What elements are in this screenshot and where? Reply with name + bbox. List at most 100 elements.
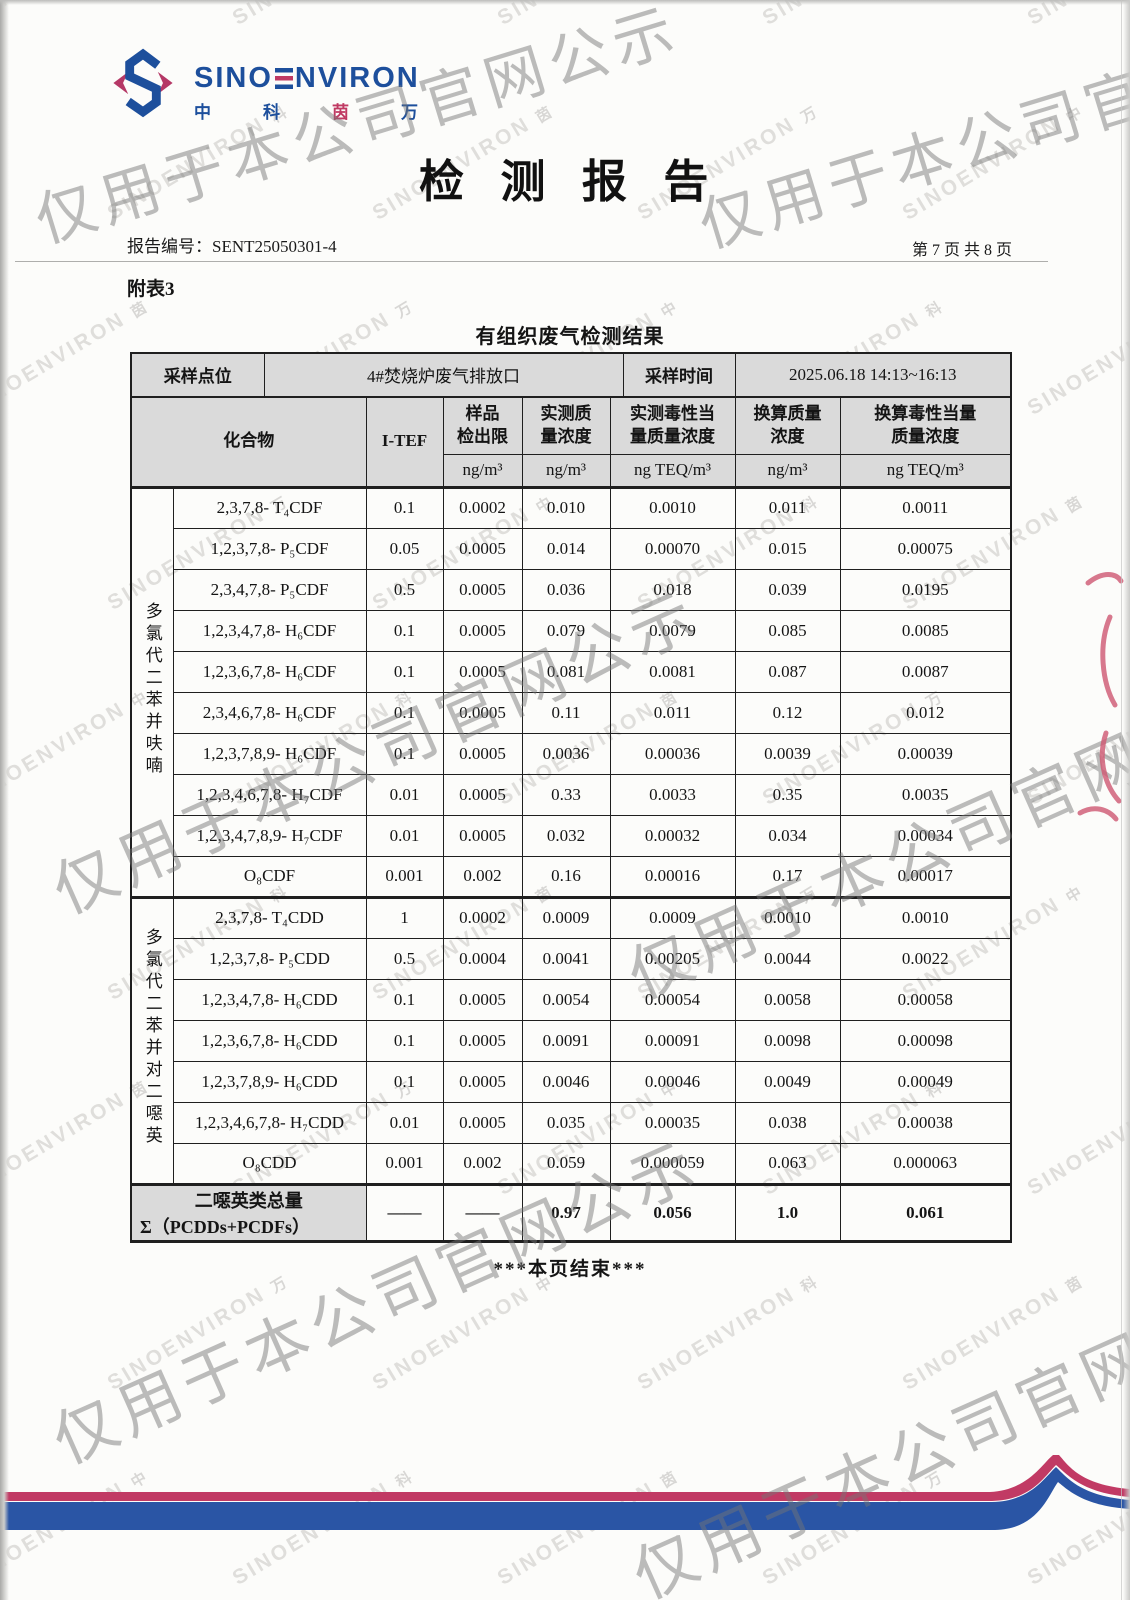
table-row: 2,3,4,6,7,8- H₆CDF 0.1 0.0005 0.11 0.011 0.12… <box>131 691 1012 734</box>
table-row: 1,2,3,4,7,8- H₆CDD 0.1 0.0005 0.0054 0.00054… <box>131 978 1012 1021</box>
table-row: 1,2,3,6,7,8- H₆CDD 0.1 0.0005 0.0091 0.00091… <box>131 1019 1012 1062</box>
value-cell: 0.063 <box>734 1142 841 1185</box>
scan-edge-left <box>0 0 9 1600</box>
footer-wave-decoration <box>0 1455 1130 1530</box>
value-cell: 0.015 <box>734 527 841 570</box>
value-cell: 0.0091 <box>521 1019 611 1062</box>
value-cell: 0.01 <box>365 814 444 857</box>
page-title: 检 测 报 告 <box>419 157 721 207</box>
col-header-measured: 实测质 量浓度 <box>521 396 611 455</box>
value-cell: 0.0005 <box>442 527 523 570</box>
value-cell: 0.0010 <box>734 895 841 939</box>
brand-cn-char: 中 <box>194 103 211 122</box>
value-cell: 0.00038 <box>839 1101 1012 1144</box>
compound-name: 1,2,3,4,6,7,8- H₇CDF <box>172 773 367 816</box>
value-cell: 0.011 <box>734 485 841 529</box>
sampling-time-value: 2025.06.18 14:13~16:13 <box>734 352 1012 397</box>
value-cell: 0.0005 <box>442 978 523 1021</box>
col-header-measured-teq: 实测毒性当 量质量浓度 <box>609 396 736 455</box>
value-cell: 0.0009 <box>521 895 611 939</box>
value-cell: 0.0033 <box>609 773 736 816</box>
value-cell: 0.12 <box>734 691 841 734</box>
value-cell: 0.00016 <box>609 855 736 898</box>
value-cell: 0.0005 <box>442 650 523 693</box>
value-cell: 0.16 <box>521 855 611 898</box>
value-cell: 0.014 <box>521 527 611 570</box>
value-cell: 0.00039 <box>839 732 1012 775</box>
brand-cn-char: 万 <box>401 103 418 122</box>
logo-s-diamond-icon <box>113 48 173 118</box>
value-cell: 0.00046 <box>609 1060 736 1103</box>
compound-name: 2,3,7,8- T₄CDD <box>172 895 367 939</box>
table-title: 有组织废气检测结果 <box>475 326 665 348</box>
col-header-itef: I-TEF <box>365 396 444 488</box>
unit-measured-teq: ng TEQ/m³ <box>609 453 736 488</box>
value-cell: 0.1 <box>365 1019 444 1062</box>
company-logo: SINO NVIRON 中 科 茵 万 <box>106 46 420 123</box>
value-cell: 0.0005 <box>442 691 523 734</box>
value-cell: 0.1 <box>365 485 444 529</box>
value-cell: 0.0054 <box>521 978 611 1021</box>
brand-cn-char: 科 <box>263 103 280 122</box>
value-cell: 0.0085 <box>839 609 1012 652</box>
value-cell: 0.0005 <box>442 814 523 857</box>
value-cell: 0.01 <box>365 773 444 816</box>
value-cell: 0.0022 <box>839 937 1012 980</box>
value-cell: 0.1 <box>365 609 444 652</box>
value-cell: 0.0035 <box>839 773 1012 816</box>
value-cell: 0.035 <box>521 1101 611 1144</box>
value-cell: 0.00091 <box>609 1019 736 1062</box>
total-value-cell: —— <box>442 1182 523 1242</box>
value-cell: 0.0046 <box>521 1060 611 1103</box>
brand-name-chinese: 中 科 茵 万 <box>194 98 418 123</box>
value-cell: 0.059 <box>521 1142 611 1185</box>
sampling-point-value: 4#焚烧炉废气排放口 <box>263 352 624 397</box>
compound-name: O₈CDD <box>172 1142 367 1185</box>
units-row: ng/m³ ng/m³ ng TEQ/m³ ng/m³ ng TEQ/m³ <box>131 453 1012 488</box>
value-cell: 0.038 <box>734 1101 841 1144</box>
value-cell: 0.000059 <box>609 1142 736 1185</box>
table-row: 1,2,3,4,6,7,8- H₇CDD 0.01 0.0005 0.035 0.000… <box>131 1101 1012 1144</box>
value-cell: 0.0005 <box>442 773 523 816</box>
total-label-line1: 二噁英类总量 <box>194 1190 303 1211</box>
value-cell: 0.000063 <box>839 1142 1012 1185</box>
total-value-cell: 0.97 <box>521 1182 611 1242</box>
value-cell: 0.17 <box>734 855 841 898</box>
value-cell: 0.00058 <box>839 978 1012 1021</box>
value-cell: 0.0002 <box>442 895 523 939</box>
value-cell: 0.1 <box>365 978 444 1021</box>
unit-limit: ng/m³ <box>442 453 523 488</box>
value-cell: 0.0004 <box>442 937 523 980</box>
value-cell: 0.0098 <box>734 1019 841 1062</box>
total-label-line2: Σ（PCDDs+PCDFs） <box>140 1216 311 1237</box>
report-number-value: SENT25050301-4 <box>212 237 337 256</box>
value-cell: 0.039 <box>734 568 841 611</box>
table-row: 1,2,3,6,7,8- H₆CDF 0.1 0.0005 0.081 0.0081 0.… <box>131 650 1012 693</box>
value-cell: 0.0195 <box>839 568 1012 611</box>
compound-name: 1,2,3,6,7,8- H₆CDF <box>172 650 367 693</box>
value-cell: 0.00036 <box>609 732 736 775</box>
logo-text-block: SINO NVIRON 中 科 茵 万 <box>194 64 420 123</box>
value-cell: 0.00054 <box>609 978 736 1021</box>
compound-name: 1,2,3,7,8,9- H₆CDD <box>172 1060 367 1103</box>
table-row: O₈CDD 0.001 0.002 0.059 0.000059 0.063 0.00006… <box>131 1142 1012 1185</box>
value-cell: 0.00049 <box>839 1060 1012 1103</box>
value-cell: 0.5 <box>365 937 444 980</box>
unit-measured: ng/m³ <box>521 453 611 488</box>
value-cell: 0.010 <box>521 485 611 529</box>
report-number-label: 报告编号： <box>127 237 212 256</box>
value-cell: 0.002 <box>442 1142 523 1185</box>
group-label-pcdd: 多氯代二苯并对二噁英 <box>130 895 174 1185</box>
value-cell: 0.0005 <box>442 1019 523 1062</box>
wave-blue-stripe <box>0 1467 1130 1530</box>
value-cell: 0.00205 <box>609 937 736 980</box>
value-cell: 0.5 <box>365 568 444 611</box>
value-cell: 0.0005 <box>442 732 523 775</box>
value-cell: 0.0005 <box>442 568 523 611</box>
value-cell: 0.0005 <box>442 1060 523 1103</box>
value-cell: 0.079 <box>521 609 611 652</box>
value-cell: 0.0079 <box>609 609 736 652</box>
total-value-cell: —— <box>365 1182 444 1242</box>
compound-name: 1,2,3,4,7,8- H₆CDD <box>172 978 367 1021</box>
value-cell: 0.1 <box>365 732 444 775</box>
